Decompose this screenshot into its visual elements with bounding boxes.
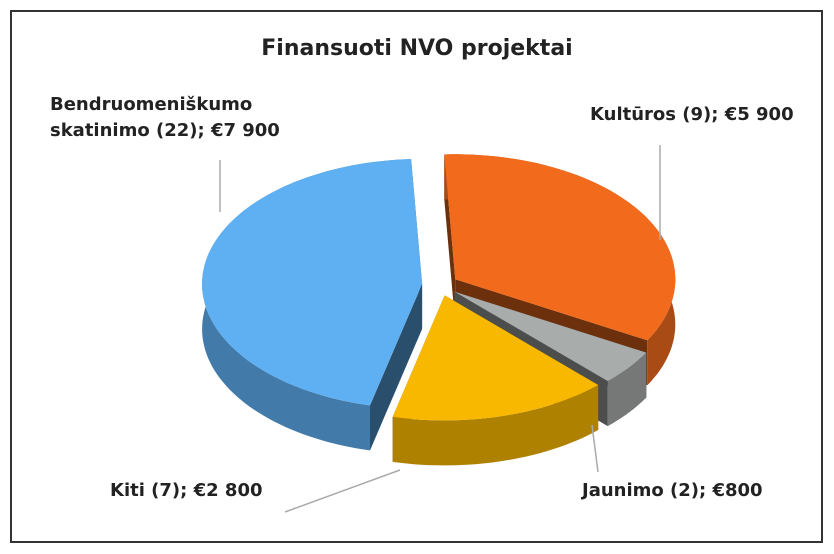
data-label: Kultūros (9); €5 900 [590,104,794,125]
slice-side [607,352,647,427]
chart-title: Finansuoti NVO projektai [261,36,573,61]
leader-line [284,469,401,513]
slice-side [392,385,599,466]
data-label: Kiti (7); €2 800 [110,480,263,501]
leader-line [591,424,599,473]
slice [454,291,647,382]
data-label: Jaunimo (2); €800 [582,480,763,501]
data-label: Bendruomeniškumo skatinimo (22); €7 900 [50,94,280,141]
slice-side [370,284,423,451]
slice [202,159,423,406]
chart-frame [10,10,823,543]
slice [444,154,676,341]
slice [392,295,599,421]
